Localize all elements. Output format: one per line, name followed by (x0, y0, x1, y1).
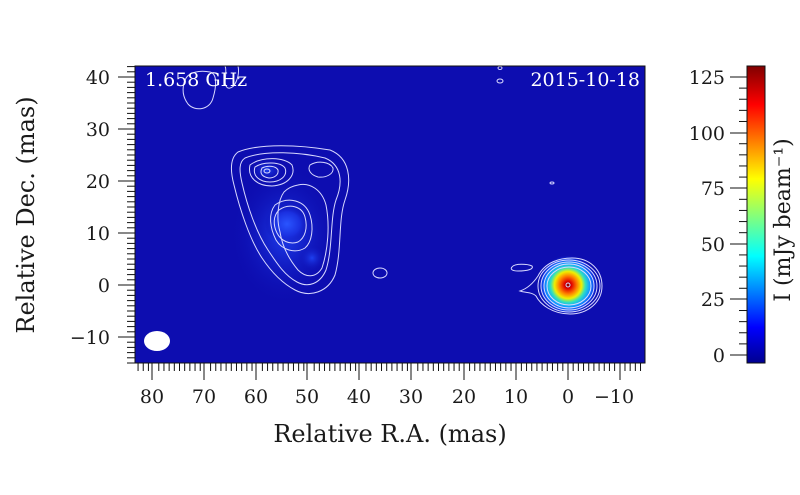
x-tick-label: 0 (562, 386, 574, 408)
beam-ellipse (144, 331, 170, 351)
y-tick-labels: 40 30 20 10 0 −10 (70, 67, 110, 349)
y-axis-label: Relative Dec. (mas) (12, 96, 40, 333)
colorbar-tick-labels: 125 100 75 50 25 0 (689, 67, 725, 367)
x-tick-label: 70 (192, 386, 216, 408)
contours-small (182, 66, 555, 279)
colorbar-tick-label: 100 (689, 123, 725, 145)
x-axis (137, 363, 642, 380)
colorbar-tick-label: 0 (713, 345, 725, 367)
y-tick-label: 30 (86, 119, 110, 141)
x-tick-label: 80 (140, 386, 164, 408)
x-tick-labels: 80 70 60 50 40 30 20 10 0 −10 (140, 386, 634, 408)
x-tick-label: 30 (399, 386, 423, 408)
y-tick-label: −10 (70, 327, 110, 349)
x-tick-label: 60 (244, 386, 268, 408)
date-label: 2015-10-18 (530, 69, 640, 91)
frequency-label: 1.658 GHz (145, 69, 247, 91)
plot-background (135, 66, 645, 363)
x-axis-label: Relative R.A. (mas) (273, 420, 506, 448)
y-tick-label: 20 (86, 171, 110, 193)
colorbar-gradient (746, 65, 766, 364)
core-source (518, 255, 603, 315)
y-tick-label: 40 (86, 67, 110, 89)
y-axis (118, 66, 135, 364)
x-tick-label: 20 (452, 386, 476, 408)
x-tick-label: 40 (347, 386, 371, 408)
x-tick-label: −10 (594, 386, 634, 408)
extended-emission-south (298, 244, 326, 272)
colorbar: 125 100 75 50 25 0 I (mJy beam⁻¹) (689, 65, 796, 367)
colorbar-tick-label: 50 (701, 234, 725, 256)
colorbar-tick-label: 125 (689, 67, 725, 89)
colorbar-tick-label: 75 (701, 178, 725, 200)
colorbar-tick-label: 25 (701, 289, 725, 311)
y-tick-label: 10 (86, 223, 110, 245)
plot-frame (134, 65, 646, 364)
y-tick-label: 0 (98, 275, 110, 297)
contours-extended (230, 145, 350, 294)
image-plot: 1.658 GHz 2015-10-18 (134, 65, 646, 364)
x-tick-label: 10 (504, 386, 528, 408)
x-tick-label: 50 (295, 386, 319, 408)
colorbar-label: I (mJy beam⁻¹) (771, 138, 796, 301)
